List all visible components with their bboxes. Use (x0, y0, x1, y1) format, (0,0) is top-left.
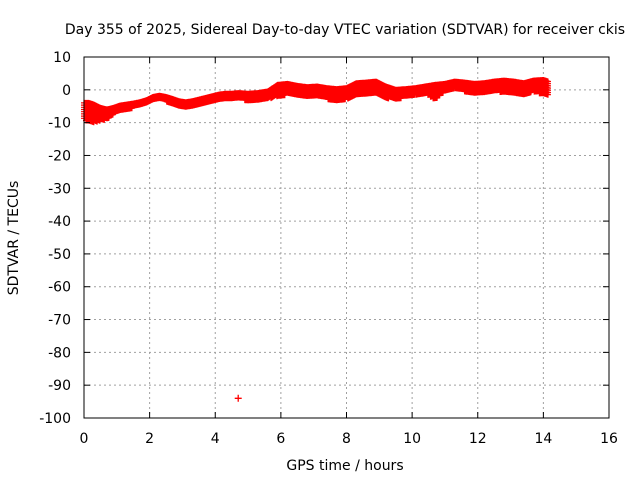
x-tick-label: 10 (403, 431, 421, 447)
chart-title: Day 355 of 2025, Sidereal Day-to-day VTE… (65, 22, 625, 38)
x-tick-label: 0 (80, 431, 89, 447)
y-tick-label: -30 (48, 181, 71, 197)
y-tick-label: -20 (48, 148, 71, 164)
y-tick-label: -70 (48, 313, 71, 329)
x-tick-label: 8 (342, 431, 351, 447)
x-tick-label: 16 (600, 431, 618, 447)
y-tick-label: -10 (48, 116, 71, 132)
data-layer (81, 77, 551, 402)
x-tick-label: 6 (276, 431, 285, 447)
x-tick-label: 12 (469, 431, 487, 447)
x-tick-label: 14 (534, 431, 552, 447)
y-tick-label: -50 (48, 247, 71, 263)
x-tick-label: 2 (145, 431, 154, 447)
outlier-point (234, 394, 242, 402)
y-tick-label: -40 (48, 214, 71, 230)
y-tick-label: 0 (62, 83, 71, 99)
y-tick-label: -80 (48, 345, 71, 361)
x-tick-label: 4 (211, 431, 220, 447)
y-axis-label: SDTVAR / TECUs (6, 181, 22, 296)
y-tick-label: -100 (39, 411, 71, 427)
y-tick-label: -60 (48, 280, 71, 296)
x-axis-label: GPS time / hours (286, 458, 403, 474)
grid-lines (84, 57, 609, 418)
y-tick-label: 10 (53, 50, 71, 66)
axis-ticks: 0 2 4 6 8 10 12 14 16 10 0 -10 -20 -30 -40 -50 -60 -70 -80… (39, 50, 618, 447)
sdtvar-data-band (81, 77, 551, 126)
y-tick-label: -90 (48, 378, 71, 394)
